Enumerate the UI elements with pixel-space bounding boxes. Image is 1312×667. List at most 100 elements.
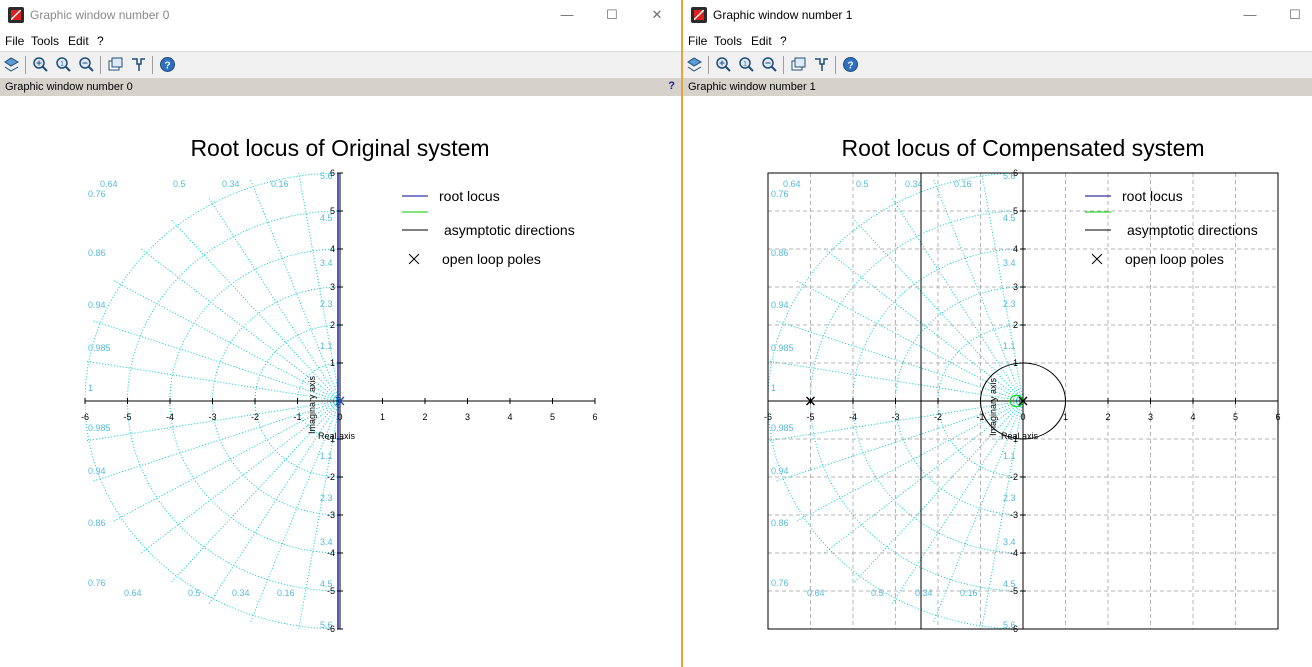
sgrid-omega-label: 5.6	[320, 620, 333, 630]
sgrid-damping-label: 0.64	[807, 588, 825, 598]
sgrid-omega-label: 1.1	[1003, 341, 1016, 351]
help-icon[interactable]: ?	[842, 56, 859, 73]
x-tick-label: -1	[293, 412, 301, 422]
x-tick-label: 2	[422, 412, 427, 422]
sgrid-omega-label: 3.4	[320, 258, 333, 268]
maximize-button[interactable]: ☐	[1289, 7, 1301, 22]
zoom-out-icon[interactable]	[78, 56, 95, 73]
sgrid-omega-label: 5.6	[1003, 171, 1016, 181]
sgrid-damping-label: 0.76	[88, 578, 106, 588]
minimize-button[interactable]: —	[560, 7, 574, 22]
sgrid-damping-label: 0.34	[905, 179, 923, 189]
title-bar[interactable]: Graphic window number 1 — ☐	[683, 0, 1312, 31]
sgrid-damping-label: 0.94	[771, 466, 789, 476]
sgrid-omega-label: 4.5	[320, 213, 333, 223]
sgrid-damping-label: 0.86	[771, 518, 789, 528]
select-figure-icon[interactable]	[107, 56, 124, 73]
menu-help[interactable]: ?	[780, 34, 787, 48]
menu-file[interactable]: File	[688, 34, 708, 48]
x-tick-label: 5	[550, 412, 555, 422]
sgrid-damping-label: 1	[88, 383, 93, 393]
close-button[interactable]: ✕	[651, 7, 663, 22]
root-locus-plot-compensated[interactable]: 0.760.64 0.5 0.34 0.160.860.940.98510.9850.…	[683, 96, 1312, 667]
x-axis-label: Real axis	[318, 431, 356, 441]
open-loop-pole	[1018, 396, 1028, 406]
sgrid-damping-label: 0.34	[232, 588, 250, 598]
x-tick-label: 0	[337, 412, 342, 422]
root-locus-plot-original[interactable]: 0.760.64 0.5 0.34 0.160.860.940.98510.9850.…	[0, 96, 681, 667]
zoom-original-icon[interactable]: 1	[55, 56, 72, 73]
menu-edit[interactable]: Edit	[68, 34, 89, 48]
plot-data	[335, 173, 345, 629]
toolbar-separator	[708, 56, 709, 74]
sgrid-zeta-ray	[822, 247, 1023, 402]
zoom-in-icon[interactable]	[32, 56, 49, 73]
y-tick-label: -1	[1010, 434, 1018, 444]
plot-legend: root locus asymptotic directions open lo…	[402, 188, 575, 267]
sgrid-zeta-ray	[170, 219, 340, 402]
y-tick-label: -6	[327, 624, 335, 634]
x-tick-label: 0	[1020, 412, 1025, 422]
sgrid-damping-label: 0.16	[277, 588, 295, 598]
y-axis-label: Imaginary axis	[307, 375, 317, 434]
data-tip-icon[interactable]	[813, 56, 830, 73]
toolbar: 1 ?	[0, 51, 681, 79]
x-tick-label: 5	[1233, 412, 1238, 422]
sgrid-zeta-ray	[139, 400, 340, 555]
zoom-original-icon[interactable]: 1	[738, 56, 755, 73]
sgrid-lines	[768, 173, 1023, 629]
plot-data	[806, 173, 1066, 629]
sgrid-damping-label: 0.34	[222, 179, 240, 189]
sgrid-omega-label: 3.4	[1003, 258, 1016, 268]
rotate-icon[interactable]	[686, 56, 703, 73]
sgrid-omega-label: 4.5	[1003, 213, 1016, 223]
toolbar-separator	[835, 56, 836, 74]
sgrid-omega-label: 1.1	[320, 341, 333, 351]
help-icon[interactable]: ?	[159, 56, 176, 73]
menu-help[interactable]: ?	[97, 34, 104, 48]
x-tick-label: -2	[934, 412, 942, 422]
menu-file[interactable]: File	[5, 34, 25, 48]
select-figure-icon[interactable]	[790, 56, 807, 73]
x-axis-label: Real axis	[1001, 431, 1039, 441]
x-tick-label: -5	[123, 412, 131, 422]
y-tick-label: -6	[1010, 624, 1018, 634]
info-bar-help[interactable]: ?	[668, 80, 675, 92]
y-axis-label: Imaginary axis	[988, 377, 998, 436]
maximize-button[interactable]: ☐	[606, 7, 618, 22]
info-bar: Graphic window number 1	[683, 78, 1312, 96]
zoom-out-icon[interactable]	[761, 56, 778, 73]
sgrid-zeta-ray	[932, 400, 1023, 623]
y-tick-label: 6	[1013, 168, 1018, 178]
menu-bar: File Tools Edit ?	[0, 31, 681, 51]
sgrid-zeta-ray	[113, 400, 340, 522]
legend-swatch-poles	[1091, 253, 1103, 265]
title-bar[interactable]: Graphic window number 0 — ☐ ✕	[0, 0, 681, 31]
zoom-in-icon[interactable]	[715, 56, 732, 73]
rotate-icon[interactable]	[3, 56, 20, 73]
x-tick-label: 4	[507, 412, 512, 422]
window-title: Graphic window number 0	[30, 8, 170, 22]
info-bar: Graphic window number 0 ?	[0, 78, 681, 96]
sgrid-damping-label: 0.94	[88, 300, 106, 310]
sgrid-zeta-ray	[139, 247, 340, 402]
y-tick-label: 5	[330, 206, 335, 216]
data-tip-icon[interactable]	[130, 56, 147, 73]
sgrid-omega-label: 4.5	[1003, 579, 1016, 589]
x-tick-label: 2	[1105, 412, 1110, 422]
menu-tools[interactable]: Tools	[31, 34, 60, 48]
sgrid-damping-label: 0.86	[88, 248, 106, 258]
toolbar-separator	[152, 56, 153, 74]
menu-edit[interactable]: Edit	[751, 34, 772, 48]
sgrid-damping-label: 0.985	[771, 343, 794, 353]
x-tick-label: -5	[806, 412, 814, 422]
sgrid-damping-label: 0.985	[88, 423, 111, 433]
sgrid-zeta-ray	[796, 280, 1023, 402]
sgrid-damping-label: 0.5	[871, 588, 884, 598]
sgrid-damping-label: 0.86	[771, 248, 789, 258]
minimize-button[interactable]: —	[1243, 7, 1257, 22]
root-locus-circle	[980, 362, 1066, 440]
x-tick-label: 6	[1275, 412, 1280, 422]
x-tick-label: -4	[849, 412, 857, 422]
menu-tools[interactable]: Tools	[714, 34, 743, 48]
